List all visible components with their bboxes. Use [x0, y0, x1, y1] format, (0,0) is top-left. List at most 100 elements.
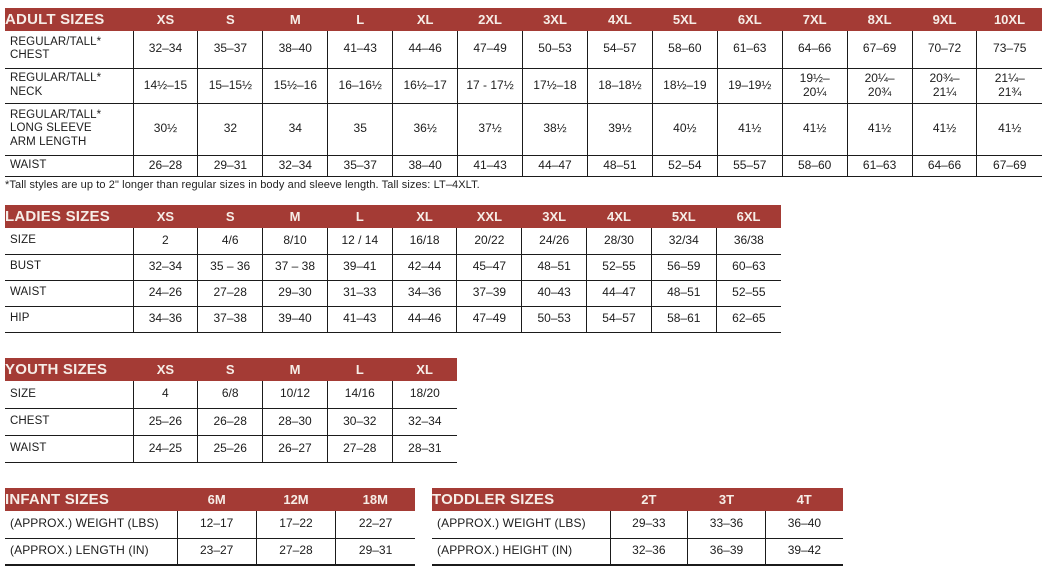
column-header: XXL [456, 205, 522, 228]
table-cell: 48–51 [586, 154, 653, 177]
row-label: (APPROX.) WEIGHT (LBS) [5, 511, 178, 539]
column-header: 12M [256, 488, 336, 511]
row-label: CHEST [5, 407, 134, 436]
table-row: (APPROX.) WEIGHT (LBS) 29–33 33–36 36–40 [432, 511, 843, 539]
adult-sizes-table: ADULT SIZES XS S M L XL 2XL 3XL 4XL 5XL 6XL 7XL 8XL 9… [5, 8, 1042, 177]
column-header: XL [392, 358, 457, 381]
column-header: S [197, 205, 263, 228]
table-cell: 26–28 [132, 154, 199, 177]
table-cell: 67–69 [976, 154, 1042, 177]
table-cell: 34–36 [132, 305, 199, 333]
table-cell: 19½– 20¼ [781, 67, 848, 104]
table-row: WAIST 24–25 25–26 26–27 27–28 28–31 [5, 434, 457, 463]
table-cell: 22–27 [335, 511, 415, 539]
column-header: L [327, 205, 393, 228]
table-cell: 54–57 [586, 305, 652, 333]
table-cell: 26–28 [197, 407, 264, 436]
column-header: XL [392, 205, 457, 228]
row-label: WAIST [5, 434, 134, 463]
table-cell: 37–38 [197, 305, 264, 333]
row-label: BUST [5, 253, 134, 281]
column-header: M [262, 358, 328, 381]
column-header: 6XL [717, 8, 783, 31]
column-header: L [327, 8, 393, 31]
row-label: HIP [5, 305, 134, 333]
table-cell: 44–47 [522, 154, 588, 177]
table-cell: 12 / 14 [326, 228, 393, 255]
table-cell: 8/10 [262, 228, 328, 255]
table-cell: 41½ [781, 102, 848, 156]
table-cell: 32–34 [391, 407, 457, 436]
column-header: 6XL [716, 205, 781, 228]
table-cell: 15–15½ [197, 67, 264, 104]
row-label: WAIST [5, 154, 134, 177]
table-cell: 36–39 [687, 537, 766, 566]
table-cell: 29–33 [609, 511, 689, 539]
tall-sizes-footnote: *Tall styles are up to 2" longer than re… [5, 179, 480, 191]
table-row: (APPROX.) LENGTH (IN) 23–27 27–28 29–31 [5, 537, 415, 566]
table-cell: 12–17 [176, 511, 257, 539]
table-row: WAIST 24–26 27–28 29–30 31–33 34–36 37–39 40–43… [5, 279, 781, 307]
column-header: 4XL [586, 205, 652, 228]
column-header: 8XL [847, 8, 913, 31]
table-cell: 34–36 [391, 279, 458, 307]
header-row: YOUTH SIZES XS S M L XL [5, 358, 457, 381]
table-cell: 17–22 [255, 511, 337, 539]
row-label: SIZE [5, 228, 134, 255]
table-title: TODDLER SIZES [432, 488, 610, 511]
table-cell: 38–40 [392, 154, 459, 177]
table-title: ADULT SIZES [5, 8, 133, 31]
column-header: 10XL [976, 8, 1042, 31]
table-cell: 2 [132, 228, 199, 255]
table-cell: 44–47 [586, 279, 652, 307]
table-cell: 56–59 [650, 253, 717, 281]
table-cell: 18–18½ [586, 67, 653, 104]
table-row: CHEST 25–26 26–28 28–30 30–32 32–34 [5, 407, 457, 436]
column-header: 4XL [587, 8, 653, 31]
table-cell: 23–27 [176, 537, 257, 566]
table-cell: 25–26 [197, 434, 264, 463]
table-cell: 42–44 [391, 253, 458, 281]
table-cell: 28–30 [262, 407, 328, 436]
table-cell: 47–49 [457, 31, 524, 69]
table-cell: 28/30 [586, 228, 652, 255]
row-label: (APPROX.) LENGTH (IN) [5, 537, 178, 566]
table-cell: 35 – 36 [197, 253, 264, 281]
row-label: (APPROX.) HEIGHT (IN) [432, 537, 611, 566]
column-header: 5XL [652, 8, 718, 31]
column-header: 3XL [522, 8, 588, 31]
table-cell: 40½ [651, 102, 718, 156]
table-cell: 16½–17 [392, 67, 459, 104]
table-row: REGULAR/TALL* NECK 14½–15 15–15½ 15½–16 16–1… [5, 67, 1042, 104]
table-cell: 58–60 [781, 154, 848, 177]
table-cell: 6/8 [197, 381, 264, 409]
table-cell: 32/34 [650, 228, 717, 255]
table-cell: 64–66 [911, 154, 978, 177]
table-cell: 41½ [911, 102, 978, 156]
table-cell: 20¾– 21¼ [911, 67, 978, 104]
row-label: (APPROX.) WEIGHT (LBS) [432, 511, 611, 539]
table-cell: 40–43 [521, 279, 588, 307]
table-cell: 39½ [586, 102, 653, 156]
table-cell: 28–31 [391, 434, 457, 463]
column-header: 4T [765, 488, 843, 511]
row-label: REGULAR/TALL* CHEST [5, 31, 134, 69]
table-cell: 48–51 [521, 253, 588, 281]
table-cell: 29–31 [197, 154, 264, 177]
column-header: XS [133, 205, 198, 228]
table-cell: 16/18 [391, 228, 458, 255]
table-cell: 70–72 [911, 31, 978, 69]
row-label: WAIST [5, 279, 134, 307]
ladies-sizes-table: LADIES SIZES XS S M L XL XXL 3XL 4XL 5XL 6XL SIZE 2 4… [5, 205, 781, 333]
column-header: 2XL [457, 8, 523, 31]
table-row: HIP 34–36 37–38 39–40 41–43 44–46 47–49 50–53 54… [5, 305, 781, 333]
row-label: SIZE [5, 381, 134, 409]
table-cell: 62–65 [715, 305, 781, 333]
table-cell: 24/26 [521, 228, 588, 255]
table-cell: 32 [197, 102, 264, 156]
table-cell: 18½–19 [651, 67, 718, 104]
table-cell: 4/6 [197, 228, 264, 255]
table-cell: 44–46 [391, 305, 458, 333]
table-cell: 47–49 [456, 305, 523, 333]
header-row: TODDLER SIZES 2T 3T 4T [432, 488, 843, 511]
